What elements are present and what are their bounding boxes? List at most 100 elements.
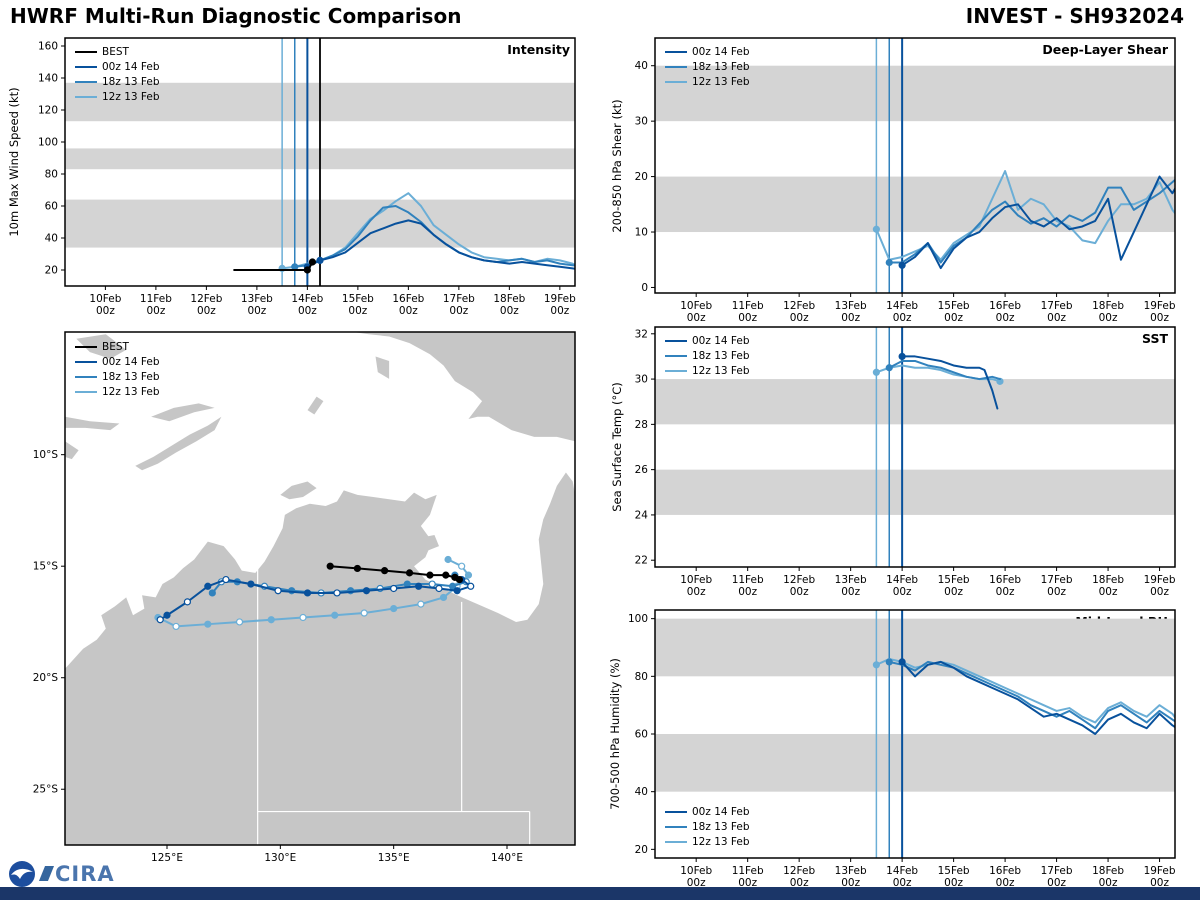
legend-line-run_00z14: [665, 339, 687, 342]
intensity-point-run_00z14: [316, 256, 324, 264]
shaded-band: [655, 734, 1175, 792]
x-tick-label: 14Feb 00z: [291, 293, 323, 317]
track-point-run_00z14: [204, 582, 212, 590]
x-tick-label: 17Feb 00z: [1041, 574, 1073, 598]
intensity-point-run_18z13: [291, 263, 299, 271]
landmass: [65, 416, 120, 431]
legend-label: 18z 13 Feb: [692, 820, 750, 833]
x-tick-label: 17Feb 00z: [1041, 865, 1073, 889]
track-point-run_00z14: [222, 575, 230, 584]
x-tick-label: 13Feb 00z: [835, 300, 867, 324]
legend-label: 00z 14 Feb: [692, 805, 750, 818]
y-tick-label: 100: [628, 613, 648, 625]
legend-line-run_00z14: [665, 50, 687, 53]
sst-point-run_00z14: [898, 352, 906, 361]
track-point-run_00z14: [247, 580, 255, 588]
legend-label: 18z 13 Feb: [102, 75, 160, 88]
x-tick-label: 19Feb 00z: [1144, 574, 1176, 598]
cira-text: CIRA: [55, 862, 115, 886]
y-tick-label: 60: [45, 201, 58, 213]
shear-series-run_12z13: [875, 170, 1175, 261]
sst-series-run_00z14: [901, 355, 999, 410]
track-point-run_18z13: [208, 589, 216, 597]
legend-line-run_12z13: [75, 390, 97, 393]
rh-point-run_12z13: [872, 661, 880, 669]
legend-line-best: [75, 345, 97, 348]
y-tick-label: 15°S: [33, 561, 59, 573]
noaa-bird-icon: [11, 868, 33, 879]
y-tick-label: 40: [635, 786, 648, 798]
track-point-run_12z13: [417, 600, 425, 608]
shaded-band: [655, 176, 1175, 233]
track-point-run_18z13: [428, 580, 436, 588]
x-tick-label: 19Feb 00z: [1144, 865, 1176, 889]
legend-entry-run_18z13: 18z 13 Feb: [75, 74, 160, 89]
x-tick-label: 13Feb 00z: [241, 293, 273, 317]
track-point-run_00z14: [453, 587, 461, 595]
x-tick-label: 17Feb 00z: [443, 293, 475, 317]
y-tick-label: 80: [635, 671, 648, 683]
x-tick-label: 15Feb 00z: [938, 865, 970, 889]
storm-id: INVEST - SH932024: [965, 4, 1184, 28]
y-tick-label: 20: [635, 171, 648, 183]
x-tick-label: 135°E: [378, 852, 410, 864]
landmass: [65, 472, 575, 845]
legend-label: BEST: [102, 340, 129, 353]
legend-line-run_00z14: [75, 65, 97, 68]
x-tick-label: 16Feb 00z: [989, 865, 1021, 889]
track-point-run_12z13: [204, 620, 212, 628]
legend-line-run_18z13: [75, 80, 97, 83]
y-tick-label: 140: [38, 73, 58, 85]
legend-label: 12z 13 Feb: [692, 364, 750, 377]
x-tick-label: 15Feb 00z: [938, 574, 970, 598]
y-tick-label: 160: [38, 41, 58, 53]
intensity-chart: 10Feb 00z 11Feb 00z 12Feb 00z 13Feb 00z 14Feb 00z…: [38, 37, 576, 317]
landmass: [280, 481, 317, 500]
y-tick-label: 20: [45, 265, 58, 277]
track-point-run_12z13: [299, 613, 307, 622]
sst-panel-title: SST: [1142, 331, 1168, 346]
x-tick-label: 10Feb 00z: [680, 300, 712, 324]
track-chart: 125°E 130°E 135°E 140°E 10°S 15°S 20°S 25°S: [33, 331, 576, 864]
track-point-run_00z14: [415, 582, 423, 590]
y-tick-label: 20: [635, 844, 648, 856]
track-point-run_00z14: [156, 616, 164, 624]
x-tick-label: 14Feb 00z: [886, 574, 918, 598]
x-tick-label: 17Feb 00z: [1041, 300, 1073, 324]
rh-point-run_18z13: [885, 658, 893, 666]
y-tick-label: 22: [635, 555, 648, 567]
legend-line-run_00z14: [75, 360, 97, 363]
x-tick-label: 13Feb 00z: [835, 574, 867, 598]
track-point-run_00z14: [274, 587, 282, 595]
legend-entry-run_12z13: 12z 13 Feb: [75, 384, 160, 399]
track-point-best: [353, 564, 361, 573]
legend-entry-run_18z13: 18z 13 Feb: [75, 369, 160, 384]
x-tick-label: 12Feb 00z: [190, 293, 222, 317]
legend-entry-run_12z13: 12z 13 Feb: [665, 363, 750, 378]
legend-line-run_12z13: [665, 369, 687, 372]
track-point-run_00z14: [163, 611, 171, 619]
track-point-best: [426, 571, 434, 579]
track-point-run_00z14: [390, 584, 398, 593]
x-tick-label: 16Feb 00z: [989, 574, 1021, 598]
rh-chart: 10Feb 00z 11Feb 00z 12Feb 00z 13Feb 00z 14Feb 00z…: [628, 609, 1176, 889]
legend-line-run_12z13: [665, 80, 687, 83]
shear-point-run_12z13: [872, 225, 880, 233]
shear-series-run_18z13: [888, 178, 1175, 264]
legend-label: 00z 14 Feb: [692, 334, 750, 347]
intensity-point-best: [308, 258, 317, 266]
x-tick-label: 130°E: [264, 852, 296, 864]
y-tick-label: 0: [641, 282, 648, 294]
intensity-point-best: [303, 266, 311, 274]
rh-series-run_00z14: [901, 660, 1175, 735]
track-point-run_00z14: [362, 587, 371, 595]
legend-label: 18z 13 Feb: [102, 370, 160, 383]
track-point-run_00z14: [303, 589, 312, 597]
y-tick-label: 10°S: [33, 449, 59, 461]
x-tick-label: 125°E: [151, 852, 183, 864]
x-tick-label: 19Feb 00z: [544, 293, 576, 317]
rh-series-run_18z13: [888, 660, 1175, 730]
legend-entry-run_00z14: 00z 14 Feb: [75, 354, 160, 369]
shaded-band: [655, 379, 1175, 425]
x-tick-label: 14Feb 00z: [886, 300, 918, 324]
